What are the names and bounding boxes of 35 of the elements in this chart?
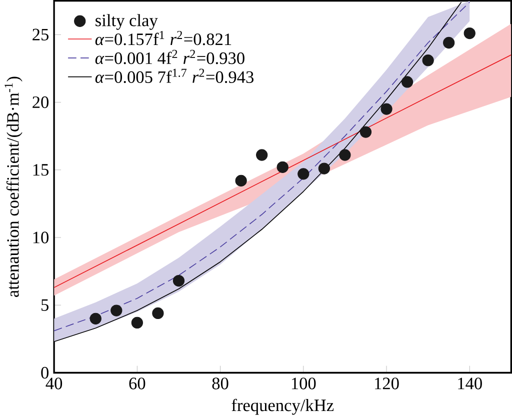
point [422, 54, 434, 66]
point [110, 304, 122, 316]
x-tick-label: 40 [46, 377, 62, 390]
point [152, 307, 164, 319]
x-tick-label: 140 [458, 377, 482, 390]
y-tick-label: 5 [42, 299, 48, 311]
x-tick-label: 120 [375, 377, 399, 390]
point [172, 274, 185, 286]
point [235, 174, 247, 186]
point [131, 316, 143, 328]
point [360, 126, 372, 138]
y-tick-label: 15 [33, 164, 48, 176]
point [256, 148, 268, 161]
legend-label: α=0.001 4f$^{2}$ r$^{2}$=0.930 [95, 50, 244, 64]
y-tick-label: 10 [33, 231, 49, 244]
y-tick-label: 25 [32, 28, 48, 40]
point [380, 103, 392, 115]
y-tick-label: 0 [41, 366, 49, 378]
point [318, 162, 330, 174]
point [276, 161, 288, 173]
point [298, 168, 310, 180]
x-tick-label: 80 [212, 377, 228, 390]
x-tick-label: 100 [292, 377, 316, 390]
legend-label: α=0.157f$^{1}$ r$^{2}$=0.821 [95, 30, 232, 46]
x-axis-title: frequency/kHz [232, 398, 334, 415]
point [401, 76, 414, 88]
point [339, 148, 351, 161]
legend-label: silty clay [96, 14, 158, 30]
point [90, 312, 102, 324]
point [464, 27, 476, 39]
y-axis-title: attenaution coefficient/(dB·m$^{-1}$) [4, 76, 22, 297]
x-tick-label: 60 [129, 377, 146, 390]
y-tick-label: 20 [32, 96, 49, 108]
point [443, 36, 455, 48]
legend-label: α=0.005 7f$^{1.7}$ r$^{2}$=0.943 [95, 68, 254, 83]
